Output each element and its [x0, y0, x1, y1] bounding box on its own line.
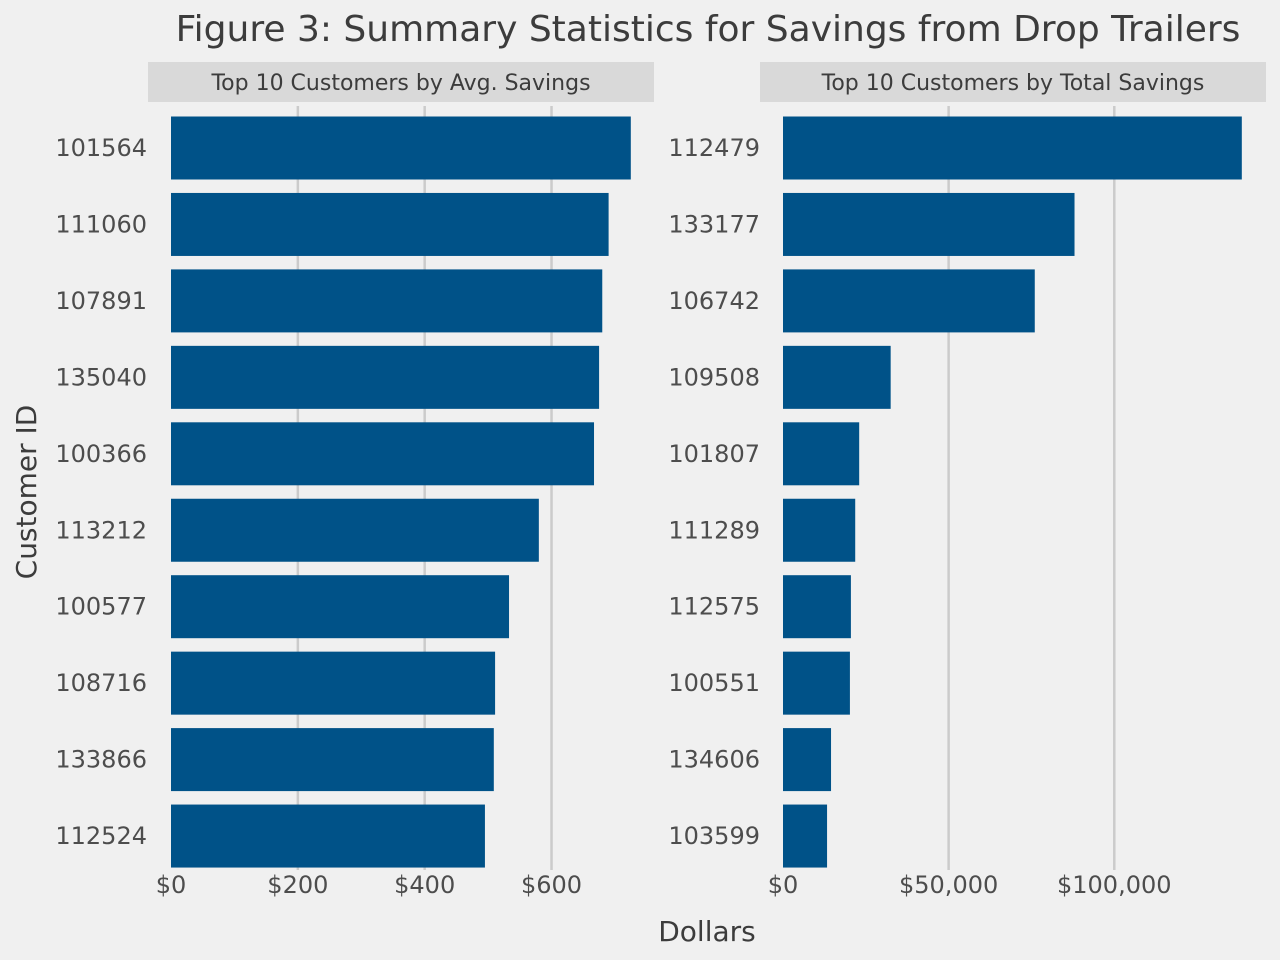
- y-tick-label: 113212: [55, 516, 147, 544]
- panel-1: Top 10 Customers by Avg. Savings $0 $200 $4…: [55, 62, 654, 899]
- y-tick-label: 100577: [55, 593, 147, 621]
- bar: [171, 269, 603, 333]
- panel-title: Top 10 Customers by Avg. Savings: [210, 71, 590, 96]
- panel-strip: [148, 62, 654, 102]
- x-axis-label: Dollars: [658, 915, 756, 948]
- bar: [171, 116, 631, 180]
- y-tick-label: 112575: [668, 593, 760, 621]
- y-tick-label: 135040: [55, 363, 147, 391]
- y-tick-label: 100551: [668, 669, 760, 697]
- bar: [171, 728, 494, 792]
- y-tick-label: 103599: [668, 822, 760, 850]
- bar: [783, 498, 856, 562]
- x-tick-label: $50,000: [899, 871, 998, 899]
- bar: [783, 269, 1035, 333]
- chart-panels: Top 10 Customers by Avg. Savings $0 $200 $4…: [55, 62, 1266, 899]
- x-tick-label: $600: [521, 871, 582, 899]
- bar: [171, 575, 510, 639]
- bar: [783, 422, 860, 486]
- y-tick-label: 101564: [55, 134, 147, 162]
- bar: [171, 498, 539, 562]
- x-tick-label: $100,000: [1057, 871, 1172, 899]
- x-tick-label: $200: [267, 871, 328, 899]
- y-tick-label: 111060: [55, 210, 147, 238]
- y-tick-label: 133866: [55, 746, 147, 774]
- y-tick-label: 101807: [668, 440, 760, 468]
- y-tick-label: 109508: [668, 363, 760, 391]
- bar: [783, 575, 851, 639]
- y-tick-label: 112479: [668, 134, 760, 162]
- bar: [171, 345, 600, 409]
- bar: [171, 192, 609, 256]
- panel-2: Top 10 Customers by Total Savings $0 $50,0…: [668, 62, 1266, 899]
- x-tick-label: $0: [156, 871, 187, 899]
- y-axis-label: Customer ID: [10, 405, 43, 580]
- bar: [171, 422, 595, 486]
- bar: [783, 116, 1242, 180]
- bar: [783, 728, 832, 792]
- bar: [783, 651, 850, 715]
- y-tick-label: 133177: [668, 210, 760, 238]
- y-tick-label: 106742: [668, 287, 760, 315]
- y-tick-label: 108716: [55, 669, 147, 697]
- panel-strip: [760, 62, 1266, 102]
- panel-title: Top 10 Customers by Total Savings: [821, 71, 1205, 96]
- x-tick-label: $0: [768, 871, 799, 899]
- bar: [783, 345, 891, 409]
- bar: [171, 804, 485, 868]
- bar: [783, 804, 828, 868]
- chart-title: Figure 3: Summary Statistics for Savings…: [176, 9, 1241, 50]
- y-tick-label: 107891: [55, 287, 147, 315]
- y-tick-label: 134606: [668, 746, 760, 774]
- bar: [171, 651, 496, 715]
- y-tick-label: 111289: [668, 516, 760, 544]
- y-tick-label: 100366: [55, 440, 147, 468]
- y-tick-label: 112524: [55, 822, 147, 850]
- bar: [783, 192, 1075, 256]
- x-tick-label: $400: [394, 871, 455, 899]
